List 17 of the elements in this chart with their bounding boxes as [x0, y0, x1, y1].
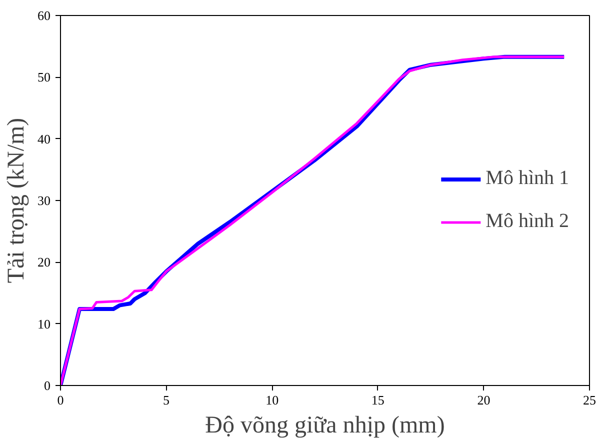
y-tick-label: 10: [38, 316, 50, 332]
x-tick-label: 25: [583, 392, 596, 408]
y-tick-label: 60: [38, 8, 50, 23]
x-axis-title: Độ võng giữa nhịp (mm): [205, 412, 445, 438]
y-tick-label: 40: [38, 131, 50, 146]
legend-label: Mô hình 2: [486, 210, 569, 233]
x-tick-label: 15: [371, 392, 384, 408]
x-tick-label: 5: [163, 392, 170, 408]
y-tick-label: 0: [44, 378, 50, 393]
x-tick-label: 20: [477, 392, 490, 408]
x-tick-label: 10: [266, 392, 279, 408]
y-axis-title: Tải trọng (kN/m): [4, 118, 30, 284]
legend-label: Mô hình 1: [486, 167, 569, 190]
y-tick-label: 30: [38, 193, 50, 208]
y-tick-label: 50: [38, 70, 50, 85]
y-tick-label: 20: [38, 254, 50, 270]
x-tick-label: 0: [57, 392, 64, 408]
